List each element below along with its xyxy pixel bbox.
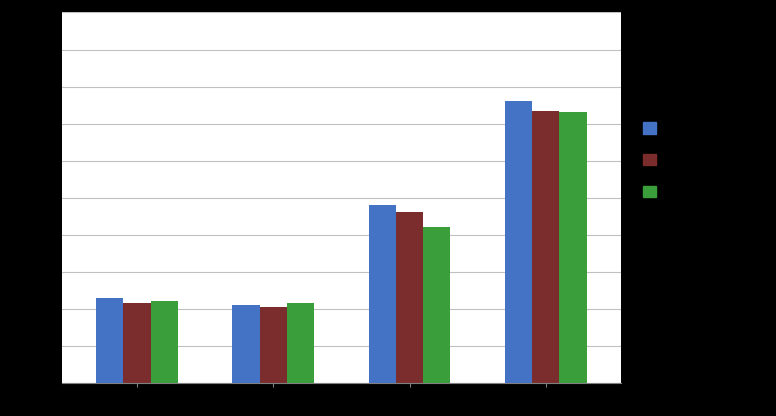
- Bar: [532, 111, 559, 383]
- Bar: [151, 301, 178, 383]
- Bar: [123, 303, 151, 383]
- Bar: [423, 227, 450, 383]
- Bar: [96, 297, 123, 383]
- Bar: [233, 305, 260, 383]
- Bar: [260, 307, 287, 383]
- Bar: [559, 112, 587, 383]
- Legend: , , : , ,: [638, 117, 663, 204]
- Bar: [369, 205, 396, 383]
- Bar: [287, 303, 314, 383]
- Bar: [505, 102, 532, 383]
- Bar: [396, 213, 423, 383]
